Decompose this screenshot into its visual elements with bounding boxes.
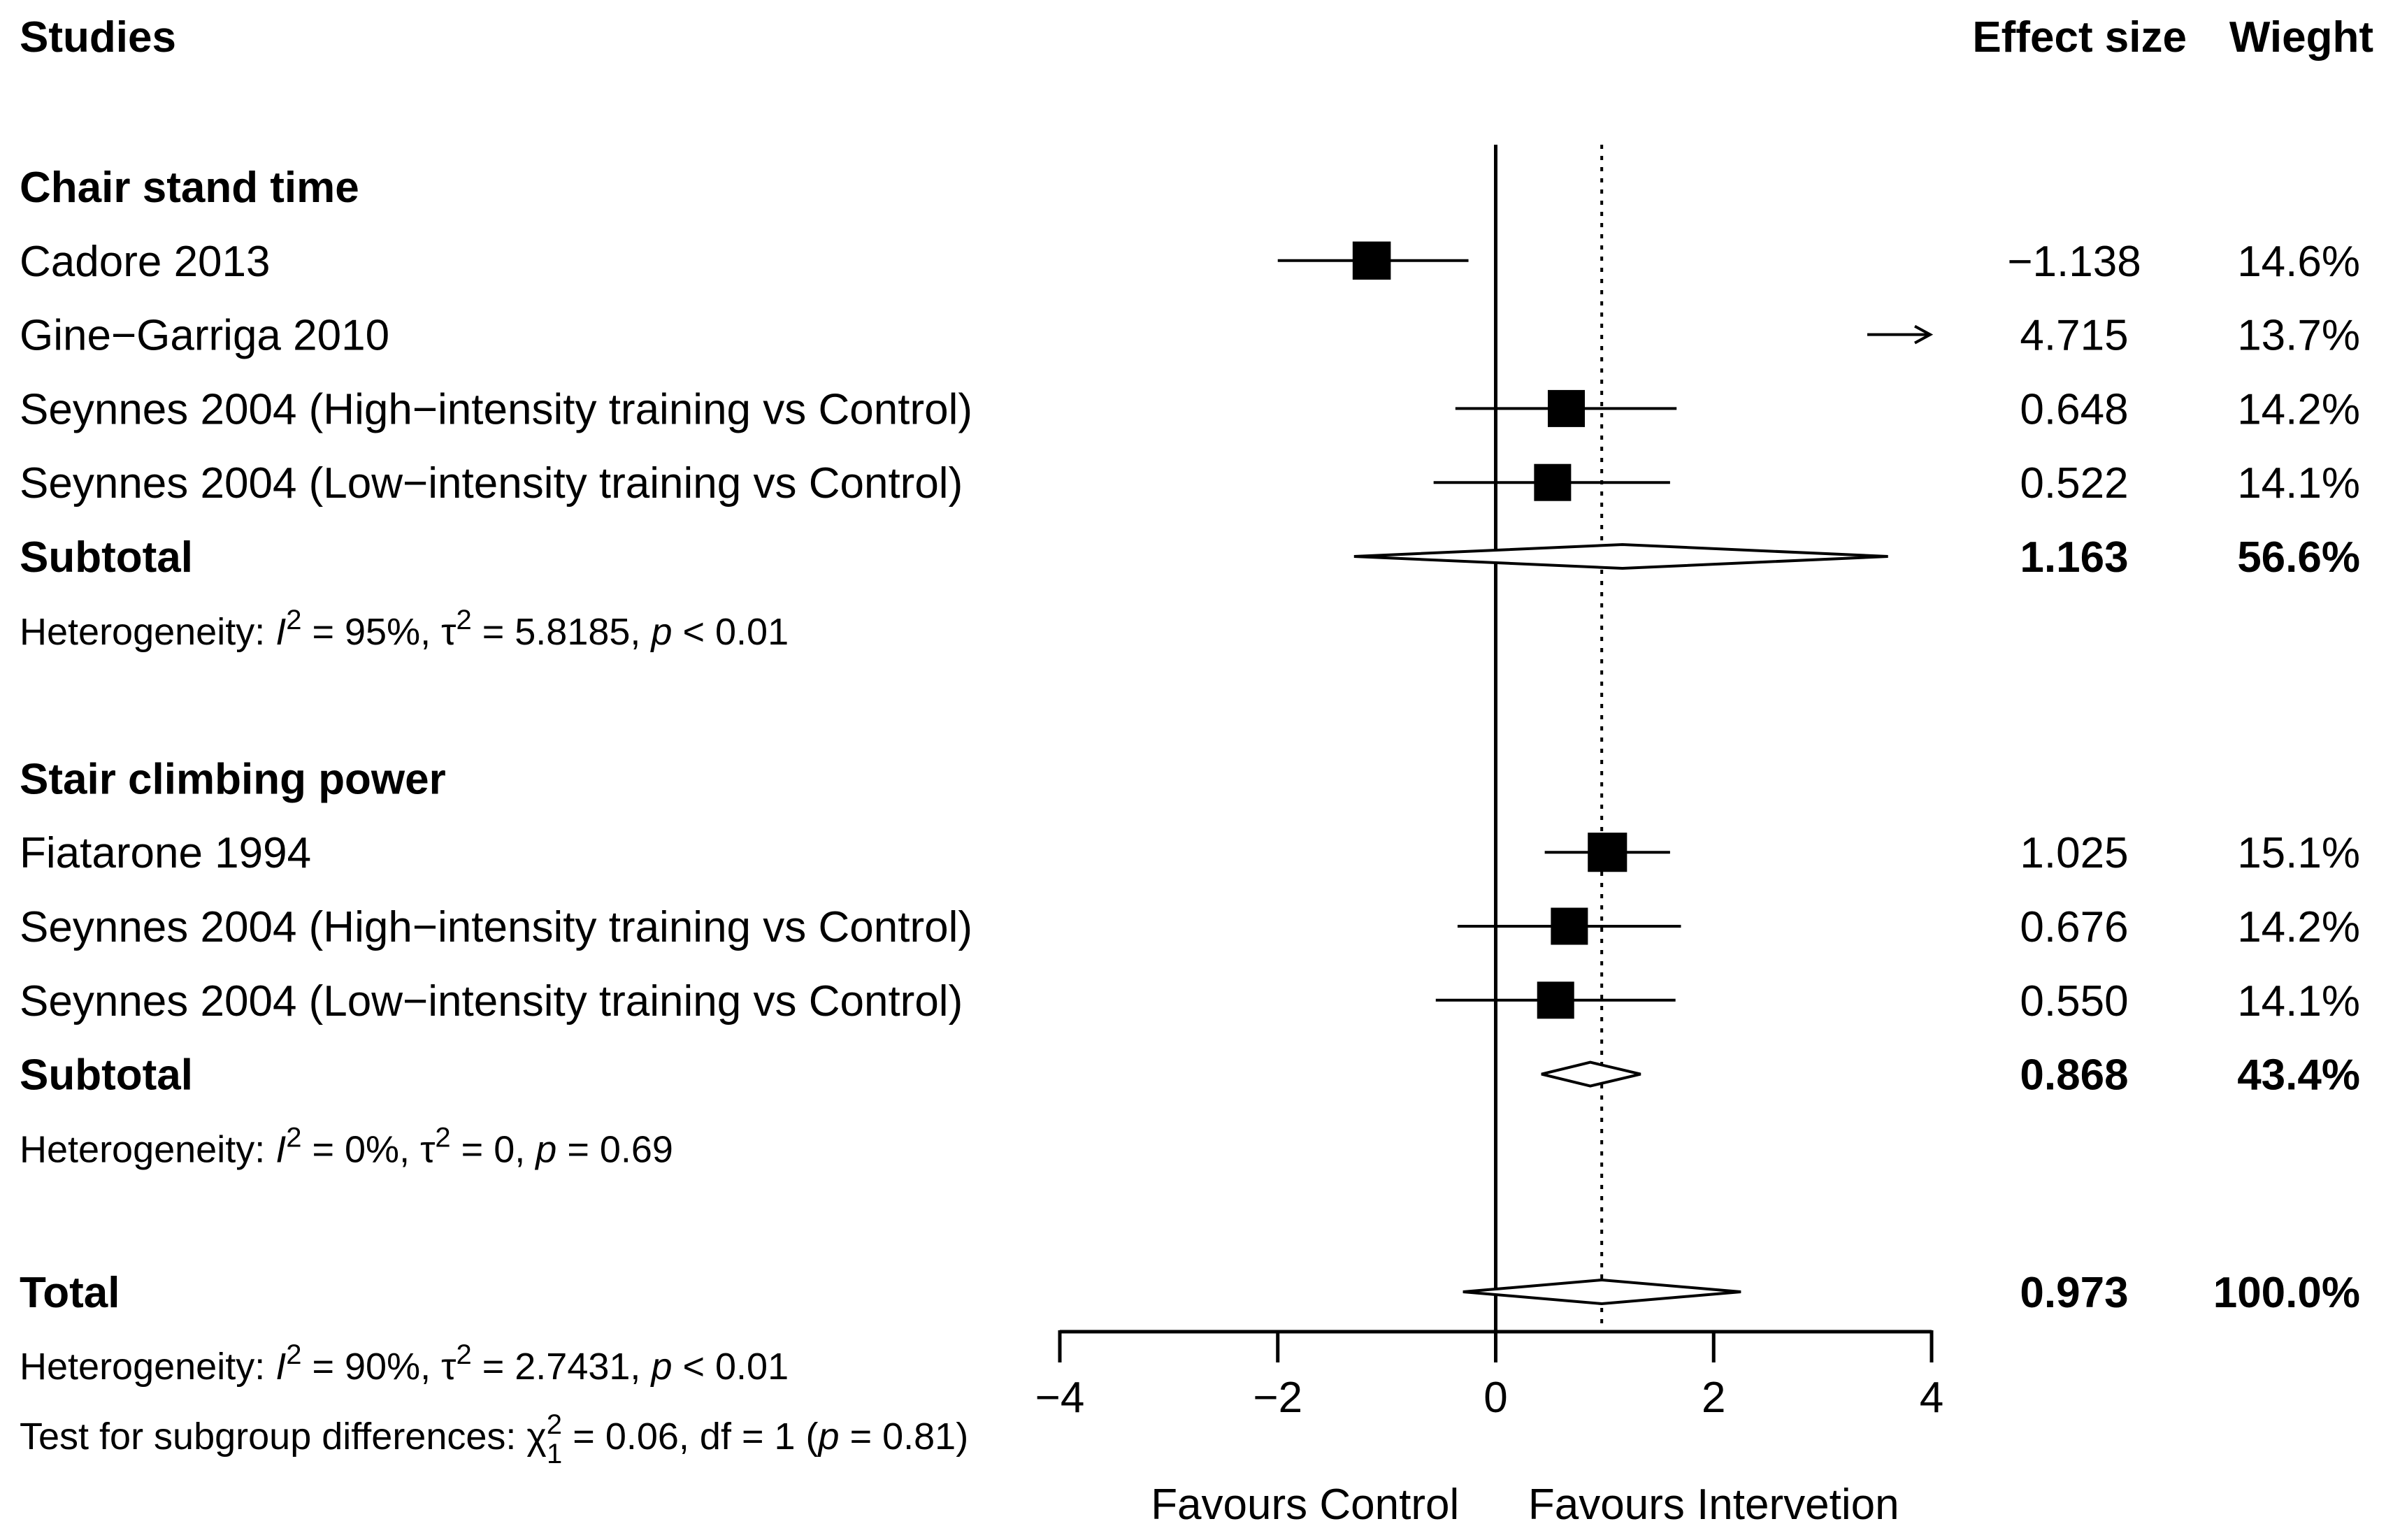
group-title: Stair climbing power <box>20 755 446 803</box>
study-weight: 14.6% <box>2237 238 2360 286</box>
study-weight: 14.1% <box>2237 977 2360 1026</box>
subtotal-label: Subtotal <box>20 533 193 582</box>
subgroup-test-text: Test for subgroup differences: χ2 1 = 0.0… <box>20 1409 968 1469</box>
study-effect-size: 0.550 <box>2020 977 2128 1026</box>
heterogeneity-text: Heterogeneity: I2 = 0%, τ2 = 0, p = 0.69 <box>20 1122 673 1170</box>
favours-control-label: Favours Control <box>1151 1481 1459 1529</box>
total-effect-size: 0.973 <box>2020 1269 2128 1317</box>
x-axis: −4 −2 0 2 4 <box>1035 1330 1943 1422</box>
study-point <box>1537 981 1574 1019</box>
study-point <box>1551 907 1588 945</box>
study-weight: 14.2% <box>2237 903 2360 951</box>
header-weight: Wieght <box>2229 13 2373 62</box>
study-label: Seynnes 2004 (Low−intensity training vs … <box>20 977 963 1026</box>
subtotal-label: Subtotal <box>20 1051 193 1100</box>
total-label: Total <box>20 1269 120 1317</box>
study-label: Seynnes 2004 (High−intensity training vs… <box>20 385 972 433</box>
x-tick-label: −2 <box>1253 1374 1302 1422</box>
header-effect-size: Effect size <box>1972 13 2187 62</box>
total-weight: 100.0% <box>2213 1269 2360 1317</box>
study-weight: 14.1% <box>2237 459 2360 508</box>
study-effect-size: −1.138 <box>2007 238 2141 286</box>
study-effect-size: 4.715 <box>2020 312 2128 360</box>
study-label: Seynnes 2004 (Low−intensity training vs … <box>20 459 963 508</box>
heterogeneity-text: Heterogeneity: I2 = 90%, τ2 = 2.7431, p … <box>20 1339 789 1388</box>
study-point <box>1548 389 1586 427</box>
study-label: Fiatarone 1994 <box>20 829 311 877</box>
subtotal-weight: 43.4% <box>2237 1051 2360 1100</box>
subtotal-weight: 56.6% <box>2237 533 2360 582</box>
group-title: Chair stand time <box>20 164 359 212</box>
study-label: Cadore 2013 <box>20 238 271 286</box>
x-tick-label: −4 <box>1035 1374 1085 1422</box>
subtotal-diamond <box>1353 542 1888 570</box>
study-effect-size: 0.522 <box>2020 459 2128 508</box>
study-weight: 15.1% <box>2237 829 2360 877</box>
study-point <box>1352 241 1391 280</box>
study-point <box>1534 463 1572 501</box>
x-tick-label: 4 <box>1920 1374 1943 1422</box>
forest-rows: Chair stand time Cadore 2013 −1.138 14.6% Gi… <box>20 164 2360 1469</box>
total-diamond <box>1462 1278 1741 1306</box>
x-tick-label: 2 <box>1702 1374 1725 1422</box>
study-effect-size: 0.648 <box>2020 385 2128 433</box>
study-weight: 13.7% <box>2237 312 2360 360</box>
study-label: Seynnes 2004 (High−intensity training vs… <box>20 903 972 951</box>
subtotal-effect-size: 1.163 <box>2020 533 2128 582</box>
study-effect-size: 0.676 <box>2020 903 2128 951</box>
favours-intervention-label: Favours Intervetion <box>1528 1481 1899 1529</box>
subtotal-diamond <box>1541 1060 1641 1088</box>
heterogeneity-text: Heterogeneity: I2 = 95%, τ2 = 5.8185, p … <box>20 605 789 653</box>
subtotal-effect-size: 0.868 <box>2020 1051 2128 1100</box>
x-tick-label: 0 <box>1483 1374 1507 1422</box>
study-weight: 14.2% <box>2237 385 2360 433</box>
study-label: Gine−Garriga 2010 <box>20 312 389 360</box>
study-arrow-head <box>1914 324 1934 345</box>
header-studies: Studies <box>20 13 176 62</box>
study-effect-size: 1.025 <box>2020 829 2128 877</box>
study-point <box>1588 833 1627 872</box>
